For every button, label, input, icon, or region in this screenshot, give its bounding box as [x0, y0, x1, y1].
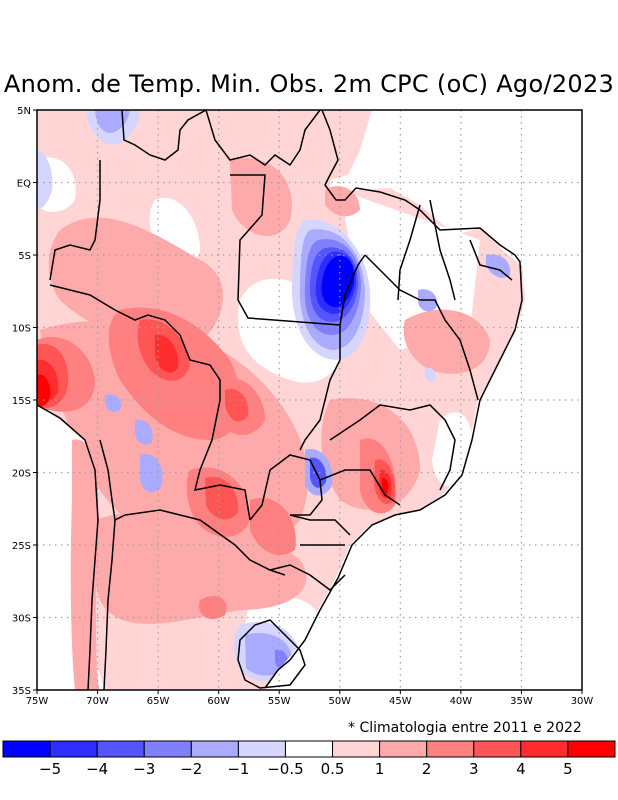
colorbar-swatch: [379, 740, 428, 758]
coastline-atlantic: [264, 110, 523, 689]
y-tick-label: 10S: [12, 324, 31, 335]
field-salmon-south: [250, 498, 296, 555]
border-colombia: [49, 160, 101, 281]
colorbar-swatch: [473, 740, 522, 758]
colorbar-swatch: [426, 740, 475, 758]
y-tick-label: 5S: [18, 251, 31, 262]
colorbar-swatch: [190, 740, 239, 758]
field-salmon-argentina: [199, 595, 227, 620]
x-tick-label: 75W: [26, 696, 49, 707]
coastline-pacific: [37, 404, 99, 690]
field-strongred-rondonia: [155, 334, 179, 373]
x-tick-label: 55W: [268, 696, 291, 707]
field-cold-ms-2: [310, 457, 327, 488]
field-pink-chile: [70, 439, 100, 690]
border-bolivia-peru: [49, 284, 251, 521]
field-pink-amazon: [48, 217, 224, 343]
border-amazon-state: [230, 174, 341, 326]
field-maxred-sp: [381, 477, 389, 495]
colorbar-label: 4: [516, 760, 526, 778]
x-tick-label: 45W: [389, 696, 412, 707]
field-cold-rn: [486, 254, 511, 278]
colorbar-label: −5: [39, 760, 61, 778]
chart-title: Anom. de Temp. Min. Obs. 2m CPC (oC) Ago…: [3, 70, 615, 98]
border-uruguay: [237, 619, 306, 689]
x-axis: 75W 70W 65W 60W 55W 50W 45W 40W 35W 30W: [26, 690, 594, 707]
border-para-tocantins: [339, 254, 366, 326]
field-maxred-west: [37, 374, 51, 407]
y-tick-label: 30S: [12, 614, 31, 625]
climatology-note: * Climatologia entre 2011 e 2022: [348, 720, 582, 736]
x-tick-label: 30W: [571, 696, 594, 707]
colorbar-swatch: [332, 740, 381, 758]
colorbar-swatch: [143, 740, 192, 758]
y-tick-label: 25S: [12, 541, 31, 552]
colorbar-label: −1: [227, 760, 249, 778]
gridlines: [37, 110, 582, 690]
border-rs: [269, 564, 346, 591]
x-tick-label: 50W: [328, 696, 351, 707]
colorbar-swatch: [96, 740, 145, 758]
y-tick-label: 20S: [12, 469, 31, 480]
colorbar-label: 1: [375, 760, 385, 778]
colorbar-label: 0.5: [321, 760, 345, 778]
field-cold-alti-1: [140, 454, 163, 493]
x-tick-label: 65W: [147, 696, 170, 707]
border-ne-states: [397, 199, 513, 301]
field-cold-west-edge: [37, 150, 53, 210]
x-tick-label: 40W: [450, 696, 473, 707]
y-axis: 5N EQ 5S 10S 15S 20S 25S 30S 35S: [12, 106, 37, 697]
field-pink-guiana: [205, 110, 300, 148]
border-bahia: [364, 254, 479, 401]
border-pr-sc: [289, 514, 351, 546]
border-bolivia-chile: [99, 439, 126, 522]
borders: [37, 110, 523, 690]
border-brazil-paraguay: [249, 454, 323, 521]
colorbar-swatch: [520, 740, 569, 758]
field-pink-north-edge: [37, 110, 90, 140]
x-tick-label: 35W: [510, 696, 533, 707]
colorbar-swatch: [49, 740, 98, 758]
field-pink-north: [230, 158, 292, 237]
colorbar-label: −3: [133, 760, 155, 778]
field-cold-alti-3: [105, 394, 122, 412]
colorbar: −5 −4 −3 −2 −1 −0.5 0.5 1 2 3 4 5: [2, 740, 616, 778]
field-red-mt: [225, 389, 249, 422]
colorbar-label: 2: [422, 760, 432, 778]
colorbar-swatch: [2, 740, 51, 758]
field-pink-ne: [403, 309, 490, 374]
colorbar-label: −2: [180, 760, 202, 778]
border-mg: [329, 404, 456, 491]
field-cold-alti-2: [135, 419, 153, 445]
field-cold-north-2: [95, 110, 130, 133]
colorbar-swatch: [237, 740, 286, 758]
colorbar-swatch: [284, 740, 334, 758]
border-goias: [299, 325, 341, 451]
field-cold-go: [424, 367, 436, 382]
field-pink-south: [91, 512, 307, 624]
border-sp: [319, 469, 401, 506]
border-argentina-chile: [103, 519, 116, 690]
colorbar-label: −4: [86, 760, 108, 778]
y-tick-label: 15S: [12, 396, 31, 407]
border-brazil-north: [121, 110, 207, 161]
y-tick-label: 35S: [12, 686, 31, 697]
y-tick-label: 5N: [17, 106, 31, 117]
x-tick-label: 70W: [86, 696, 109, 707]
colorbar-label: 3: [469, 760, 479, 778]
x-tick-label: 60W: [207, 696, 230, 707]
border-venezuela-guyana: [205, 110, 321, 167]
colorbar-swatch: [567, 740, 616, 758]
y-tick-label: EQ: [17, 179, 31, 190]
colorbar-label: 5: [563, 760, 573, 778]
colorbar-label: −0.5: [267, 760, 303, 778]
